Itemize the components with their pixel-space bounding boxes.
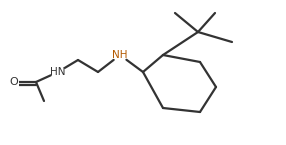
Text: HN: HN (50, 67, 66, 77)
Text: O: O (10, 77, 18, 87)
Text: NH: NH (112, 50, 128, 60)
